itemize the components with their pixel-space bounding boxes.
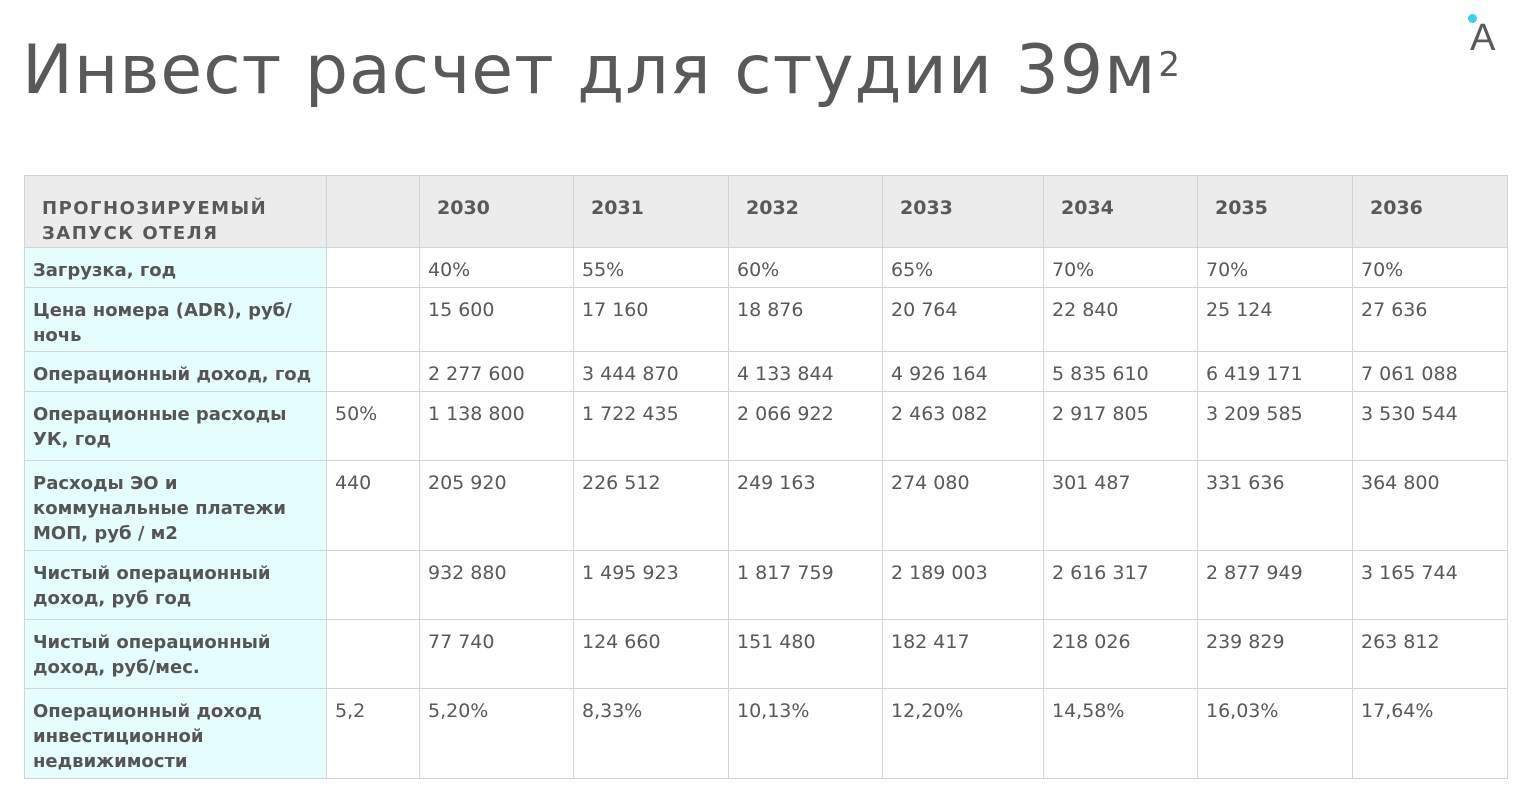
table-cell: 12,20% <box>882 688 1044 779</box>
table-cell: 77 740 <box>419 619 574 689</box>
table-row: Чистый операционный доход, руб/мес. 77 7… <box>24 619 1508 689</box>
brand-logo-icon: A <box>1466 14 1506 58</box>
row-label: Загрузка, год <box>24 247 327 288</box>
year-header: 2036 <box>1352 175 1508 248</box>
table-cell: 205 920 <box>419 460 574 551</box>
table-cell: 5,20% <box>419 688 574 779</box>
table-cell: 3 530 544 <box>1352 391 1508 461</box>
table-cell: 2 463 082 <box>882 391 1044 461</box>
row-label: Чистый операционный доход, руб/мес. <box>24 619 327 689</box>
table-cell: 3 209 585 <box>1197 391 1353 461</box>
table-row: Операционный доход инвестиционной недвиж… <box>24 688 1508 779</box>
table-cell: 4 926 164 <box>882 351 1044 392</box>
row-param <box>326 351 420 392</box>
table-cell: 70% <box>1197 247 1353 288</box>
corner-header: ПРОГНОЗИРУЕМЫЙ ЗАПУСК ОТЕЛЯ <box>24 175 327 248</box>
year-header: 2035 <box>1197 175 1353 248</box>
table-cell: 70% <box>1043 247 1198 288</box>
table-cell: 2 277 600 <box>419 351 574 392</box>
year-header: 2033 <box>882 175 1044 248</box>
page-title-superscript: 2 <box>1158 45 1182 85</box>
table-cell: 60% <box>728 247 883 288</box>
row-param <box>326 619 420 689</box>
table-cell: 124 660 <box>573 619 729 689</box>
row-label: Цена номера (ADR), руб/ночь <box>24 287 327 352</box>
table-cell: 17 160 <box>573 287 729 352</box>
table-cell: 239 829 <box>1197 619 1353 689</box>
table-cell: 331 636 <box>1197 460 1353 551</box>
row-param <box>326 550 420 620</box>
table-cell: 1 495 923 <box>573 550 729 620</box>
table-cell: 2 877 949 <box>1197 550 1353 620</box>
table-cell: 70% <box>1352 247 1508 288</box>
table-cell: 55% <box>573 247 729 288</box>
table-cell: 6 419 171 <box>1197 351 1353 392</box>
table-cell: 2 066 922 <box>728 391 883 461</box>
table-cell: 3 165 744 <box>1352 550 1508 620</box>
table-cell: 274 080 <box>882 460 1044 551</box>
table-row: Операционные расходы УК, год 50% 1 138 8… <box>24 391 1508 461</box>
row-param <box>326 287 420 352</box>
table-cell: 65% <box>882 247 1044 288</box>
table-cell: 16,03% <box>1197 688 1353 779</box>
table-cell: 301 487 <box>1043 460 1198 551</box>
page-title: Инвест расчет для студии 39м2 <box>22 26 1181 116</box>
table-cell: 218 026 <box>1043 619 1198 689</box>
investment-table: ПРОГНОЗИРУЕМЫЙ ЗАПУСК ОТЕЛЯ 2030 2031 20… <box>24 175 1508 779</box>
row-param: 440 <box>326 460 420 551</box>
year-header: 2034 <box>1043 175 1198 248</box>
table-cell: 263 812 <box>1352 619 1508 689</box>
row-label: Чистый операционный доход, руб год <box>24 550 327 620</box>
table-cell: 151 480 <box>728 619 883 689</box>
row-param: 50% <box>326 391 420 461</box>
table-cell: 2 616 317 <box>1043 550 1198 620</box>
logo-letter: A <box>1470 17 1496 59</box>
table-cell: 27 636 <box>1352 287 1508 352</box>
table-cell: 1 817 759 <box>728 550 883 620</box>
row-label: Операционные расходы УК, год <box>24 391 327 461</box>
table-cell: 7 061 088 <box>1352 351 1508 392</box>
row-param: 5,2 <box>326 688 420 779</box>
logo-dot-icon <box>1468 14 1477 23</box>
table-cell: 1 138 800 <box>419 391 574 461</box>
table-row: Операционный доход, год 2 277 600 3 444 … <box>24 351 1508 392</box>
year-header: 2030 <box>419 175 574 248</box>
table-header-row: ПРОГНОЗИРУЕМЫЙ ЗАПУСК ОТЕЛЯ 2030 2031 20… <box>24 175 1508 248</box>
table-cell: 40% <box>419 247 574 288</box>
table-cell: 226 512 <box>573 460 729 551</box>
row-label: Операционный доход инвестиционной недвиж… <box>24 688 327 779</box>
table-cell: 20 764 <box>882 287 1044 352</box>
table-cell: 18 876 <box>728 287 883 352</box>
table-cell: 5 835 610 <box>1043 351 1198 392</box>
table-cell: 4 133 844 <box>728 351 883 392</box>
param-header <box>326 175 420 248</box>
page-title-text: Инвест расчет для студии 39м <box>22 31 1157 110</box>
table-row: Загрузка, год 40% 55% 60% 65% 70% 70% 70… <box>24 247 1508 288</box>
table-cell: 2 189 003 <box>882 550 1044 620</box>
table-cell: 249 163 <box>728 460 883 551</box>
table-cell: 2 917 805 <box>1043 391 1198 461</box>
table-row: Чистый операционный доход, руб год 932 8… <box>24 550 1508 620</box>
table-cell: 14,58% <box>1043 688 1198 779</box>
table-cell: 15 600 <box>419 287 574 352</box>
table-cell: 182 417 <box>882 619 1044 689</box>
table-cell: 932 880 <box>419 550 574 620</box>
table-row: Цена номера (ADR), руб/ночь 15 600 17 16… <box>24 287 1508 352</box>
table-cell: 3 444 870 <box>573 351 729 392</box>
table-cell: 22 840 <box>1043 287 1198 352</box>
table-cell: 17,64% <box>1352 688 1508 779</box>
row-label: Расходы ЭО и коммунальные платежи МОП, р… <box>24 460 327 551</box>
table-row: Расходы ЭО и коммунальные платежи МОП, р… <box>24 460 1508 551</box>
table-cell: 8,33% <box>573 688 729 779</box>
table-cell: 1 722 435 <box>573 391 729 461</box>
row-label: Операционный доход, год <box>24 351 327 392</box>
table-cell: 25 124 <box>1197 287 1353 352</box>
row-param <box>326 247 420 288</box>
year-header: 2031 <box>573 175 729 248</box>
table-cell: 364 800 <box>1352 460 1508 551</box>
year-header: 2032 <box>728 175 883 248</box>
table-cell: 10,13% <box>728 688 883 779</box>
